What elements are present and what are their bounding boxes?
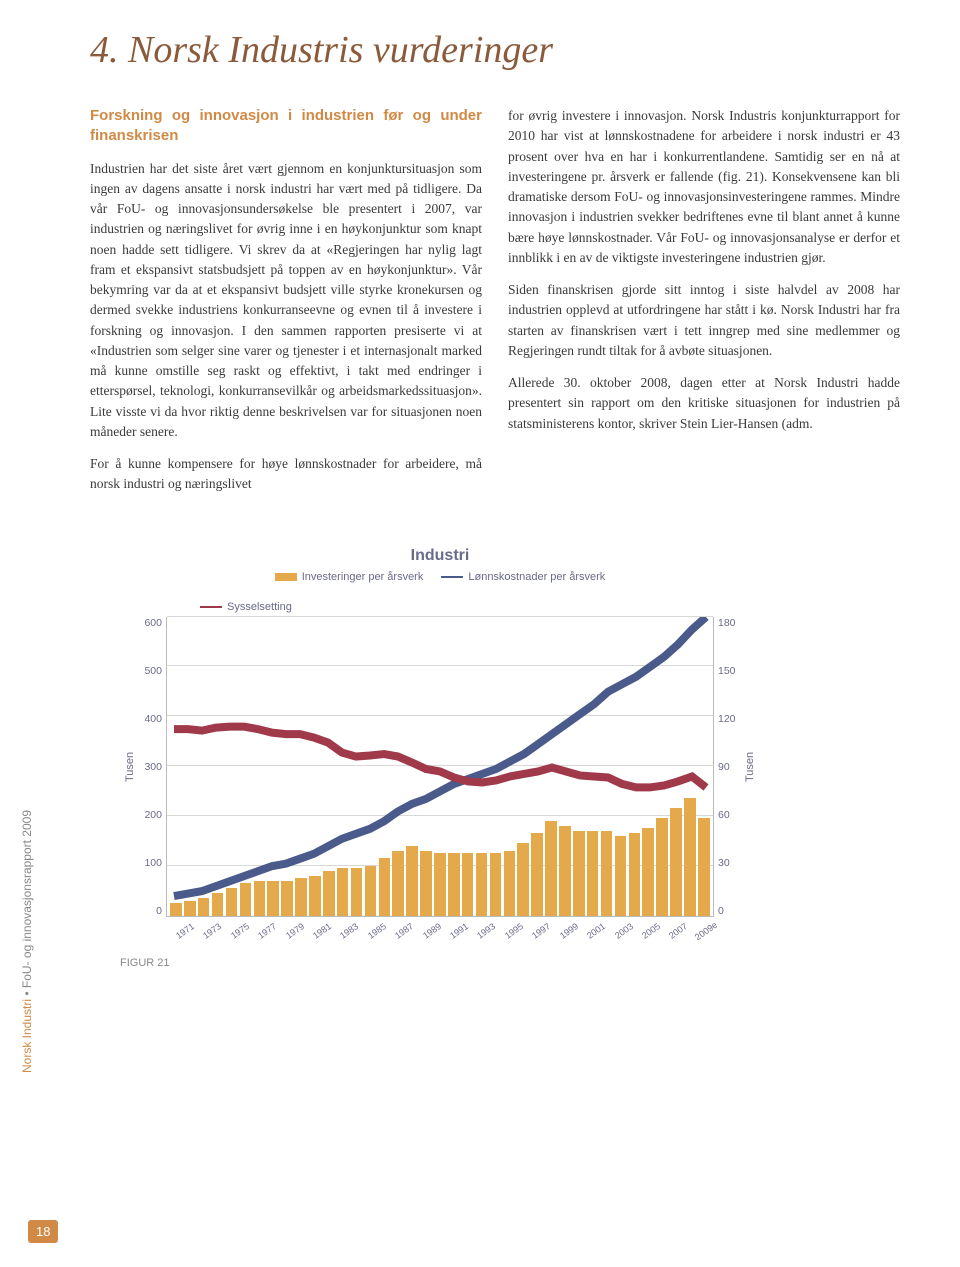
body-paragraph: Industrien har det siste året vært gjenn… <box>90 159 482 443</box>
left-column: Forskning og innovasjon i industrien før… <box>90 106 482 507</box>
y-ticks-left: 0100200300400500600 <box>136 617 166 917</box>
body-paragraph: Siden finanskrisen gjorde sitt inntog i … <box>508 280 900 361</box>
body-paragraph: Allerede 30. oktober 2008, dagen etter a… <box>508 373 900 434</box>
chart-legend: Investeringer per årsverk Lønnskostnader… <box>120 571 760 613</box>
section-subtitle: Forskning og innovasjon i industrien før… <box>90 106 482 147</box>
figure-label: FIGUR 21 <box>120 957 960 969</box>
page-number: 18 <box>28 1220 58 1243</box>
page-title: 4. Norsk Industris vurderinger <box>90 28 900 72</box>
legend-swatch-bars <box>275 573 297 581</box>
right-column: for øvrig investere i innovasjon. Norsk … <box>508 106 900 507</box>
y-axis-label-left: Tusen <box>120 617 136 917</box>
y-ticks-right: 0306090120150180 <box>714 617 744 917</box>
chart-title: Industri <box>120 547 760 565</box>
industri-chart: Industri Investeringer per årsverk Lønns… <box>120 547 760 929</box>
plot-area <box>166 617 714 917</box>
body-paragraph: for øvrig investere i innovasjon. Norsk … <box>508 106 900 268</box>
legend-swatch-emp <box>200 606 222 608</box>
legend-swatch-cost <box>441 576 463 578</box>
legend-label: Sysselsetting <box>227 601 292 613</box>
y-axis-label-right: Tusen <box>744 617 760 917</box>
side-running-head: Norsk Industri • FoU- og innovasjonsrapp… <box>20 810 34 1073</box>
x-ticks: 1971197319751977197919811983198519871989… <box>166 919 714 929</box>
legend-label: Investeringer per årsverk <box>302 571 424 583</box>
legend-label: Lønnskostnader per årsverk <box>468 571 605 583</box>
body-paragraph: For å kunne kompensere for høye lønnskos… <box>90 454 482 495</box>
